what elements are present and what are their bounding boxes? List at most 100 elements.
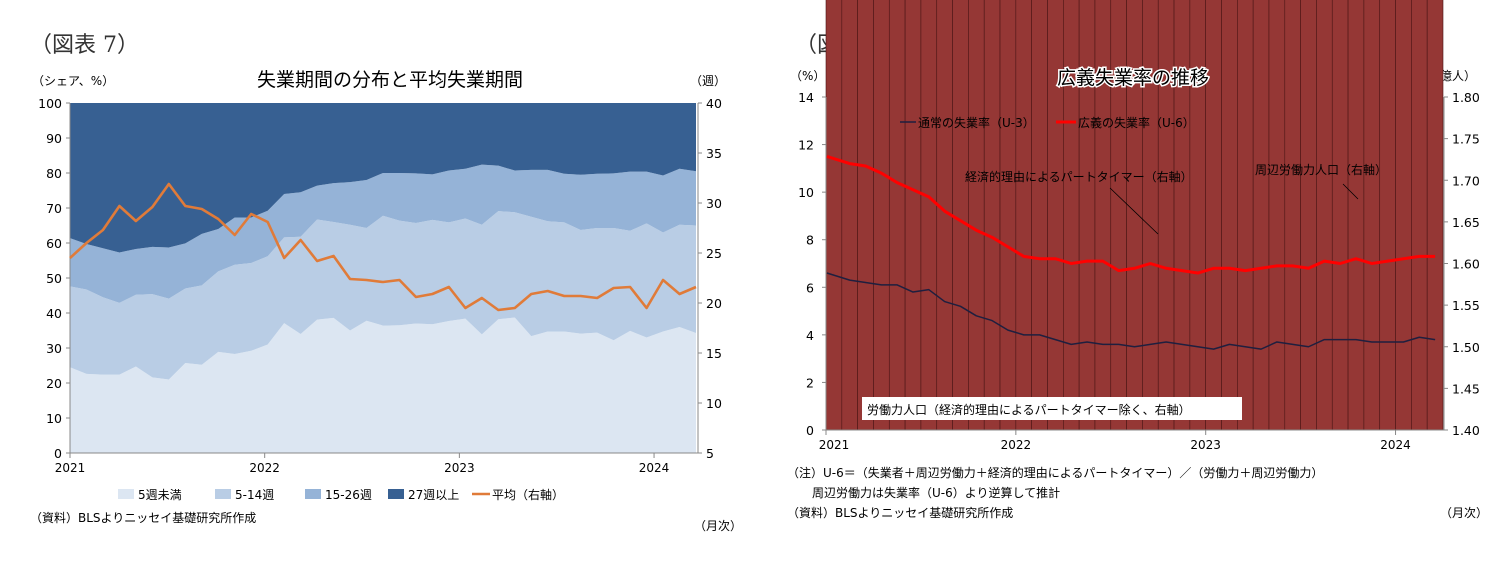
legend-swatch-2 [215,489,231,499]
bar-segment-labor-force [1142,0,1159,431]
bar-segment-labor-force [1015,0,1032,431]
left-tick-label: 80 [46,166,62,181]
bar-segment-labor-force [1237,0,1254,431]
figure-7-title: 失業期間の分布と平均失業期間 [257,69,523,91]
figure-8-title: 広義失業率の推移 [1057,67,1209,89]
area-series-1 [70,317,696,453]
bar-segment-labor-force [873,0,890,431]
area-series-4 [70,103,696,253]
left-tick-label: 4 [806,328,814,343]
left-tick-label: 2 [806,375,814,390]
left-tick-label: 6 [806,280,814,295]
bar-segment-labor-force [1047,0,1064,431]
x-tick-label: 2022 [249,461,280,475]
x-tick-label: 2021 [55,461,86,475]
left-tick-label: 100 [38,96,62,111]
left-tick-label: 8 [806,233,814,248]
legend-label: 27週以上 [408,488,459,502]
bar-segment-labor-force [1395,0,1412,431]
right-tick-label: 15 [706,346,722,361]
bar-segment-labor-force [904,0,922,431]
bar-segment-labor-force [1331,0,1349,431]
x-tick-label: 2024 [639,461,670,475]
right-tick-label: 1.80 [1452,90,1480,105]
x-tick-label: 2022 [1001,438,1032,452]
bar-segment-labor-force [1284,0,1301,431]
annotation-marginal-arrow [1342,183,1359,200]
bar-segment-labor-force [1031,0,1048,431]
bar-segment-labor-force [1078,0,1096,431]
right-tick-label: 30 [706,196,722,211]
annotation-parttime: 経済的理由によるパートタイマー（右軸） [965,169,1193,184]
legend-label: 15-26週 [325,488,372,502]
x-tick-label: 2021 [819,438,850,452]
left-tick-label: 12 [798,138,814,153]
bar-segment-labor-force [1110,0,1127,431]
bar-segment-labor-force [1316,0,1333,431]
legend-label-u6: 広義の失業率（U-6） [1078,115,1195,130]
left-tick-label: 14 [798,90,814,105]
bar-segment-labor-force [952,0,969,431]
right-tick-label: 25 [706,246,722,261]
x-tick-label: 2023 [444,461,475,475]
figure-7-right-unit: （週） [690,74,726,88]
left-tick-label: 70 [46,201,62,216]
x-tick-label: 2023 [1190,438,1221,452]
bar-segment-labor-force [1411,0,1428,431]
bar-segment-labor-force [1426,0,1444,431]
figure-8-left-unit: （%） [790,69,825,83]
left-tick-label: 20 [46,376,62,391]
right-tick-label: 1.75 [1452,132,1480,147]
figure-7-legend: 5週未満 5-14週 15-26週 27週以上 平均（右軸） [118,487,564,502]
legend-swatch-3 [305,489,321,499]
area-series-2 [70,211,696,380]
bar-segment-labor-force [1268,0,1286,431]
figure-7-label: （図表 7） [30,33,139,58]
left-tick-label: 10 [46,411,62,426]
legend-swatch-4 [388,489,404,499]
bar-segment-labor-force [1347,0,1365,431]
bar-segment-labor-force [983,0,1001,431]
legend-label: 平均（右軸） [492,487,564,502]
bar-segment-labor-force [841,0,858,431]
figure-8-note-2: 周辺労働力は失業率（U-6）より逆算して推計 [812,485,1060,500]
annotation-laborforce: 労働力人口（経済的理由によるパートタイマー除く、右軸） [867,402,1191,417]
left-tick-label: 50 [46,271,62,286]
left-tick-label: 40 [46,306,62,321]
left-tick-label: 30 [46,341,62,356]
bar-segment-labor-force [999,0,1017,431]
area-series-3 [70,164,696,303]
bar-segment-labor-force [888,0,906,431]
right-tick-label: 40 [706,96,722,111]
bar-segment-labor-force [857,0,874,431]
right-tick-label: 1.50 [1452,340,1480,355]
left-tick-label: 0 [54,446,62,461]
right-tick-label: 35 [706,146,722,161]
figure-8-chart: 0 2 4 6 8 10 12 14 1.40 1.45 1.50 1.55 1.60 1.65 1.70 1… [798,0,1480,452]
figure-8-note-1: （注）U-6＝（失業者＋周辺労働力＋経済的理由によるパートタイマー）／（労働力＋… [787,465,1323,480]
figure-8-frequency: （月次） [1440,506,1488,520]
bar-segment-labor-force [1157,0,1175,431]
figure-7-source: （資料）BLSよりニッセイ基礎研究所作成 [30,510,256,525]
bar-segment-labor-force [1379,0,1396,431]
bar-segment-labor-force [1173,0,1191,431]
bar-segment-labor-force [1189,0,1206,431]
bar-segment-labor-force [1252,0,1270,431]
legend-label: 5-14週 [235,488,274,502]
annotation-laborforce-box [862,397,1242,420]
left-tick-label: 0 [806,423,814,438]
bar-segment-labor-force [968,0,985,431]
right-tick-label: 1.60 [1452,257,1480,272]
figure-7-left-unit: （シェア、%） [32,74,114,88]
bar-segment-labor-force [1094,0,1112,431]
right-tick-label: 20 [706,296,722,311]
figure-7-chart: 0 10 20 30 40 50 60 70 80 90 100 5 10 15 20 25 30 35 40 202… [38,96,722,475]
bar-segment-labor-force [1221,0,1238,431]
bar-segment-labor-force [1063,0,1080,431]
bar-segment-labor-force [1300,0,1317,431]
right-tick-label: 1.45 [1452,381,1480,396]
annotation-marginal: 周辺労働力人口（右軸） [1255,162,1387,177]
figure-8-source: （資料）BLSよりニッセイ基礎研究所作成 [787,505,1013,520]
right-tick-label: 1.40 [1452,423,1480,438]
bar-segment-labor-force [825,0,843,431]
